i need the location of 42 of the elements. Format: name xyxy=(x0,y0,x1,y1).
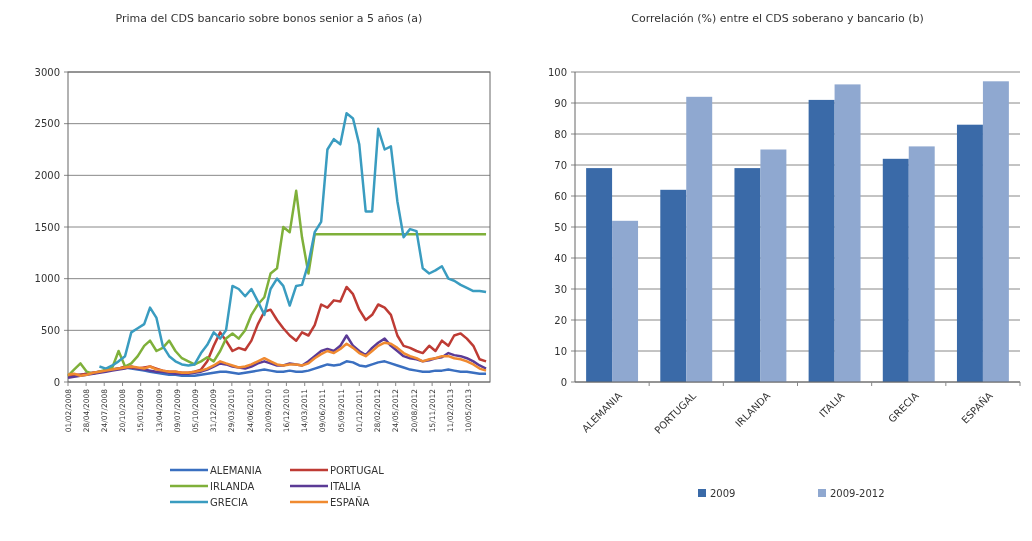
y-tick-label: 100 xyxy=(547,66,567,78)
y-tick-label: 90 xyxy=(554,97,567,109)
y-tick-label: 2500 xyxy=(34,118,60,130)
bar xyxy=(660,189,687,382)
y-tick-label: 10 xyxy=(554,345,567,357)
legend-label: IRLANDA xyxy=(210,480,255,492)
bar xyxy=(956,124,983,382)
y-tick-label: 2000 xyxy=(34,169,60,181)
y-tick-label: 60 xyxy=(554,190,567,202)
legend-label: ESPAÑA xyxy=(330,495,370,508)
line-series xyxy=(98,112,488,370)
y-tick-label: 20 xyxy=(554,314,567,326)
y-tick-label: 80 xyxy=(554,128,567,140)
y-tick-label: 70 xyxy=(554,159,567,171)
bar xyxy=(686,96,713,382)
y-tick-label: 500 xyxy=(40,324,60,336)
legend-label: 2009 xyxy=(710,487,736,499)
y-tick-label: 50 xyxy=(554,221,567,233)
bar xyxy=(808,99,835,382)
chart-title: Prima del CDS bancario sobre bonos senior a 5 años (a) xyxy=(115,12,423,25)
legend-label: GRECIA xyxy=(210,496,248,508)
y-tick-label: 40 xyxy=(554,252,567,264)
y-tick-label: 3000 xyxy=(34,66,60,78)
chart-title: Correlación (%) entre el CDS soberano y bancario (b) xyxy=(631,12,924,25)
bar xyxy=(612,220,639,382)
line-series xyxy=(66,341,488,378)
y-tick-label: 1500 xyxy=(34,221,60,233)
bar xyxy=(834,84,861,382)
bar xyxy=(760,149,787,382)
y-tick-label: 0 xyxy=(560,376,567,388)
legend-label: PORTUGAL xyxy=(330,464,385,476)
bar xyxy=(908,146,935,382)
y-tick-label: 0 xyxy=(53,376,60,388)
y-tick-label: 1000 xyxy=(34,273,60,285)
bar xyxy=(734,168,761,382)
legend-label: 2009-2012 xyxy=(830,487,885,499)
bar xyxy=(586,168,613,382)
legend-label: ALEMANIA xyxy=(210,464,262,476)
y-tick-label: 30 xyxy=(554,283,567,295)
legend-label: ITALIA xyxy=(330,480,361,492)
bar xyxy=(882,158,909,382)
bar xyxy=(982,81,1009,382)
